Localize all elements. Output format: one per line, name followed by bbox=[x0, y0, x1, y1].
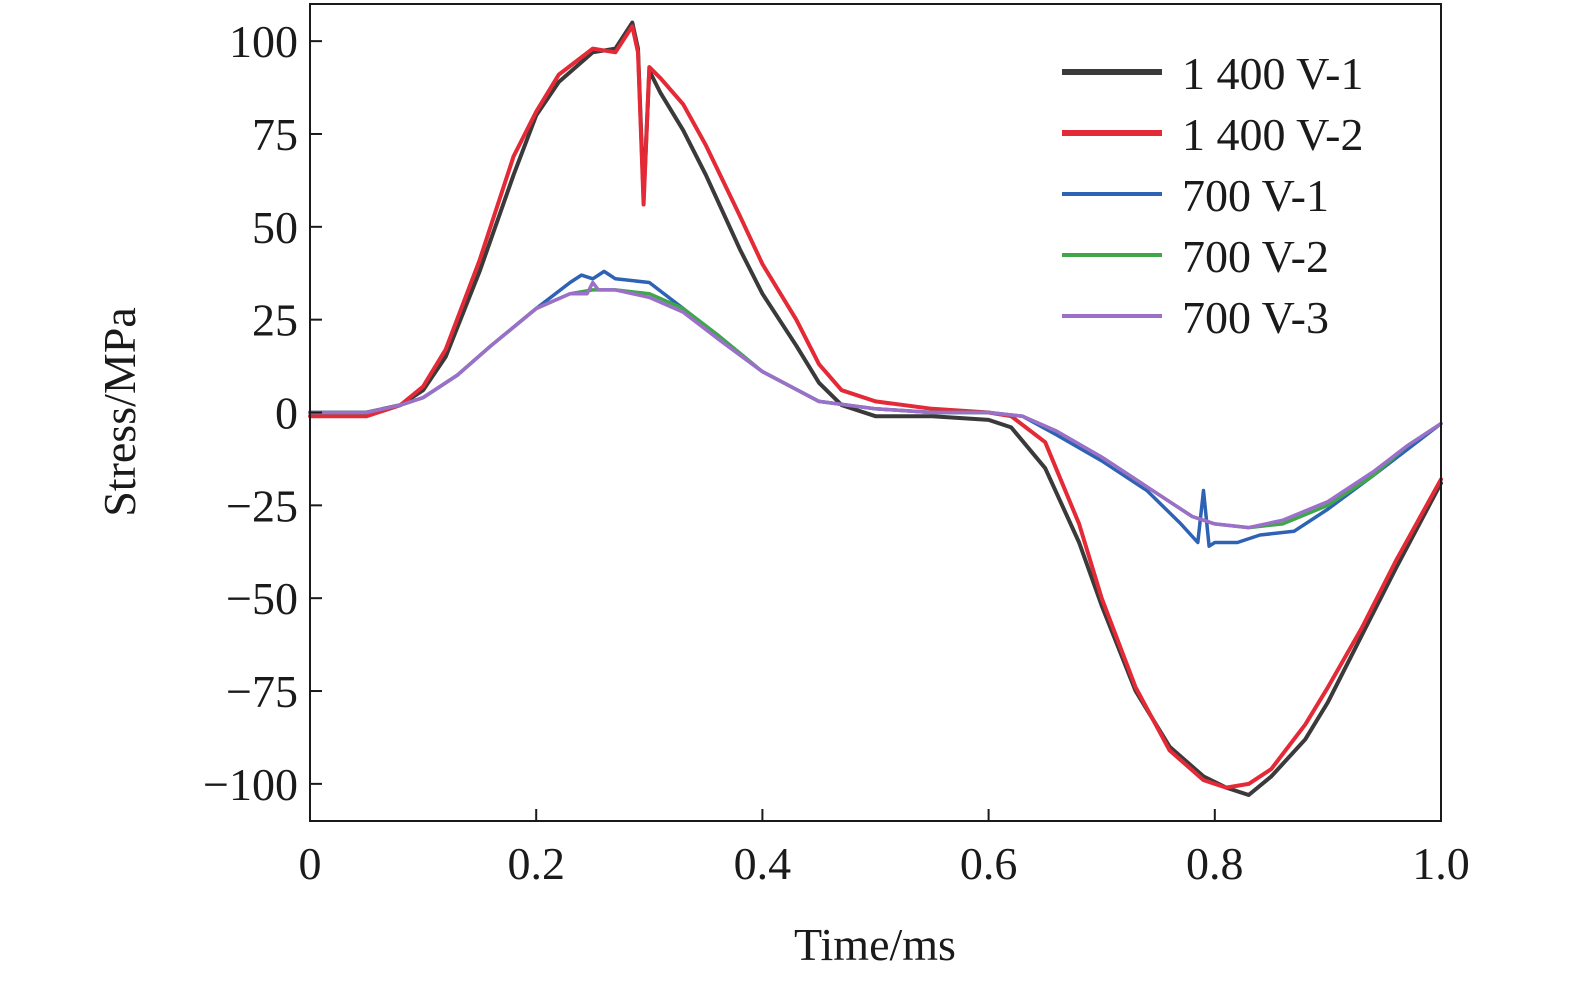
x-tick-label: 0.6 bbox=[960, 838, 1018, 889]
legend-label-2: 1 400 V-2 bbox=[1182, 109, 1363, 160]
legend-label-1: 1 400 V-1 bbox=[1182, 48, 1363, 99]
x-axis-ticks: 0 0.2 0.4 0.6 0.8 1.0 bbox=[299, 809, 1470, 889]
x-axis-title: Time/ms bbox=[794, 919, 956, 970]
legend: 1 400 V-1 1 400 V-2 700 V-1 700 V-2 700 V-3 bbox=[1062, 48, 1363, 343]
y-tick-label: −50 bbox=[226, 573, 298, 624]
y-tick-label: −25 bbox=[226, 480, 298, 531]
series-line-1 bbox=[308, 20, 1443, 797]
y-axis-title: Stress/MPa bbox=[94, 307, 145, 517]
y-tick-label: −75 bbox=[226, 666, 298, 717]
x-tick-label: 0.2 bbox=[507, 838, 565, 889]
legend-label-3: 700 V-1 bbox=[1182, 170, 1329, 221]
x-tick-label: 0.4 bbox=[734, 838, 792, 889]
legend-label-4: 700 V-2 bbox=[1182, 231, 1329, 282]
y-tick-label: 0 bbox=[275, 388, 298, 439]
series-line-2 bbox=[308, 24, 1443, 790]
x-tick-label: 0 bbox=[299, 838, 322, 889]
y-tick-label: 25 bbox=[252, 295, 298, 346]
y-tick-label: −100 bbox=[203, 759, 298, 810]
plot-lines bbox=[308, 20, 1443, 797]
y-tick-label: 50 bbox=[252, 202, 298, 253]
legend-label-5: 700 V-3 bbox=[1182, 292, 1329, 343]
y-axis-ticks: 100 75 50 25 0 −25 −50 −75 −100 bbox=[203, 16, 322, 810]
x-tick-label: 1.0 bbox=[1412, 838, 1470, 889]
y-tick-label: 100 bbox=[229, 16, 298, 67]
y-tick-label: 75 bbox=[252, 109, 298, 160]
x-tick-label: 0.8 bbox=[1186, 838, 1244, 889]
series-line-5 bbox=[308, 280, 1443, 530]
